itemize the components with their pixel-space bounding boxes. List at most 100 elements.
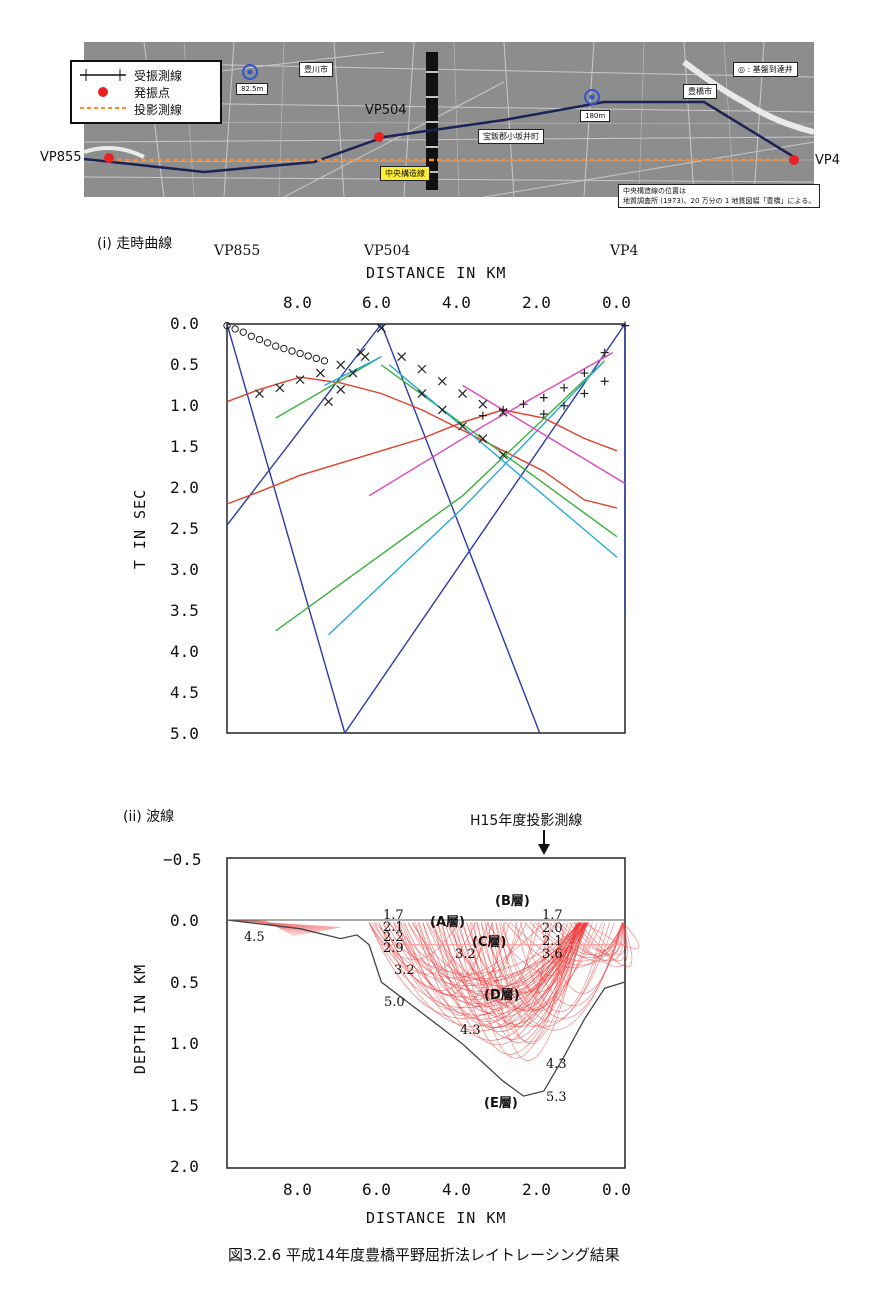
tt-x-tick-4: 4.0	[442, 293, 471, 312]
map-label-toyohashi: 豊橋市	[683, 84, 717, 99]
ray-path	[257, 919, 303, 935]
legend-projection-line: 投影測線	[134, 103, 183, 117]
tt-pick-point	[255, 389, 264, 398]
velocity-label: 2.1	[383, 920, 404, 935]
basement-boundary	[226, 919, 626, 1097]
tt-pick-point	[324, 397, 333, 407]
ray-path	[415, 922, 584, 1041]
tt-series-line	[226, 376, 618, 509]
tt-pick-point	[458, 421, 467, 431]
projection-arrow-icon	[538, 830, 550, 855]
map-label-vp855: VP855	[40, 150, 82, 165]
tt-pick-point	[312, 354, 321, 363]
ray-path	[256, 919, 305, 935]
layer-e-label: (E層)	[484, 1096, 518, 1111]
ray-path	[411, 922, 583, 982]
velocity-label: 3.2	[455, 947, 476, 962]
ray-path	[471, 922, 598, 1012]
tt-x-tick-8: 8.0	[283, 293, 312, 312]
ray-path	[259, 919, 301, 936]
tt-pick-point	[231, 325, 239, 333]
tt-pick-point	[336, 385, 346, 394]
ray-path	[451, 922, 603, 1012]
map-label-kosakai: 宝飯郡小坂井町	[478, 129, 544, 144]
ray-path	[422, 922, 587, 1015]
tt-series-line	[368, 351, 614, 497]
ray-path	[368, 922, 578, 1019]
ray-x-tick-2: 2.0	[522, 1180, 551, 1199]
tt-pick-point	[580, 369, 589, 378]
tt-pick-point	[580, 389, 589, 398]
tt-series-line	[324, 356, 382, 387]
ray-path	[549, 922, 624, 957]
ray-path	[403, 922, 506, 1016]
tt-pick-point	[498, 450, 508, 460]
map-label-fault-line: 中央構造線	[380, 166, 430, 181]
ray-path	[368, 922, 579, 1008]
tt-x-axis-title: DISTANCE IN KM	[366, 264, 507, 282]
layer-c-label: (C層)	[472, 935, 507, 950]
tt-y-tick: 3.0	[170, 560, 199, 579]
tt-series-line	[462, 384, 626, 485]
tt-x-tick-0: 0.0	[602, 293, 631, 312]
ray-y-tick: 2.0	[170, 1157, 199, 1176]
tt-series-line	[344, 323, 626, 734]
ray-y-tick: −0.5	[163, 850, 202, 869]
ray-path	[573, 922, 627, 962]
ray-path	[382, 922, 586, 1016]
ray-path	[583, 922, 640, 950]
tt-pick-point	[360, 352, 370, 362]
tt-pick-point	[376, 323, 386, 333]
ray-path	[429, 922, 589, 987]
map-well2-depth: 180m	[580, 110, 611, 122]
ray-path	[558, 922, 628, 967]
tt-x-tick-2: 2.0	[522, 293, 551, 312]
tt-pick-point	[458, 389, 467, 398]
traveltime-chart	[223, 321, 629, 734]
ray-path	[371, 922, 582, 986]
tt-y-tick: 2.0	[170, 478, 199, 497]
map-label-vp4: VP4	[815, 153, 841, 168]
figure-caption: 図3.2.6 平成14年度豊橋平野屈折法レイトレーシング結果	[228, 1246, 620, 1264]
ray-path	[378, 922, 584, 1027]
tt-y-tick: 2.5	[170, 519, 199, 538]
ray-x-tick-6: 6.0	[362, 1180, 391, 1199]
tt-y-tick: 4.0	[170, 642, 199, 661]
ray-path	[484, 922, 583, 993]
tt-y-tick: 0.5	[170, 355, 199, 374]
tt-series-line	[380, 364, 618, 538]
ray-path	[456, 922, 547, 1028]
tt-vp4-label: VP4	[610, 243, 639, 259]
velocity-label: 2.2	[383, 930, 404, 945]
tt-pick-point	[397, 352, 407, 362]
ray-path	[440, 922, 581, 1018]
tt-y-tick: 3.5	[170, 601, 199, 620]
velocity-label: 4.5	[244, 930, 265, 945]
ray-path	[368, 922, 581, 998]
tt-pick-point	[272, 342, 280, 350]
tt-y-tick: 4.5	[170, 683, 199, 702]
tt-pick-point	[239, 328, 247, 336]
tt-pick-point	[288, 347, 296, 355]
ray-path	[588, 922, 626, 955]
velocity-label: 4.3	[546, 1057, 567, 1072]
tt-y-tick: 1.0	[170, 396, 199, 415]
tt-pick-point	[296, 349, 304, 358]
layer-a-label: (A層)	[430, 915, 465, 930]
ray-path	[510, 922, 624, 966]
ray-x-tick-0: 0.0	[602, 1180, 631, 1199]
tt-pick-point	[437, 405, 447, 415]
layer-d-label: (D層)	[484, 988, 520, 1003]
tt-pick-point	[621, 321, 629, 330]
legend-receiver-line: 受振測線	[134, 69, 183, 83]
tt-pick-point	[478, 434, 488, 443]
tt-pick-point	[255, 335, 264, 344]
velocity-label: 1.7	[383, 908, 404, 923]
map-note-line2: 地質調査所 (1973)、20 万分の 1 地質図幅「豊橋」による。	[623, 197, 816, 205]
tt-pick-point	[263, 339, 272, 347]
map-well1-depth: 82.5m	[236, 83, 269, 95]
ray-path	[500, 922, 624, 1019]
tt-y-tick: 1.5	[170, 437, 199, 456]
ray-x-tick-8: 8.0	[283, 1180, 312, 1199]
